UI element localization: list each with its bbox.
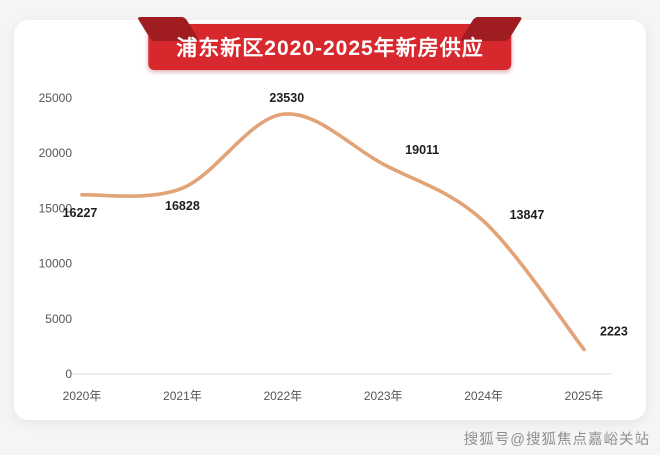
y-tick-label: 5000: [45, 312, 72, 326]
x-tick-label: 2020年: [63, 389, 102, 403]
x-tick-label: 2025年: [565, 389, 604, 403]
y-tick-label: 15000: [39, 201, 73, 215]
y-tick-label: 10000: [39, 257, 73, 271]
data-label: 2223: [600, 324, 628, 338]
y-tick-label: 25000: [39, 91, 73, 105]
data-label: 16227: [63, 206, 98, 220]
data-label: 19011: [405, 143, 439, 157]
line-chart: 0 5000 10000 15000 20000 25000 2020年 2021年 2022年…: [39, 91, 628, 403]
watermark-text: 搜狐号@搜狐焦点嘉峪关站: [463, 432, 650, 448]
chart-card: 0 5000 10000 15000 20000 25000 2020年 2021年 2022年…: [14, 20, 646, 420]
data-label: 16828: [165, 199, 200, 213]
x-tick-label: 2024年: [464, 389, 503, 403]
y-tick-label: 20000: [39, 146, 73, 160]
chart-title-ribbon: 浦东新区2020-2025年新房供应: [148, 24, 512, 70]
data-label: 23530: [269, 91, 304, 105]
data-label: 13847: [510, 208, 545, 222]
y-tick-label: 0: [65, 367, 72, 381]
chart-title: 浦东新区2020-2025年新房供应: [176, 37, 484, 60]
x-tick-label: 2023年: [364, 389, 403, 403]
x-tick-label: 2021年: [163, 389, 202, 403]
x-tick-label: 2022年: [263, 389, 302, 403]
supply-line: [80, 112, 586, 352]
